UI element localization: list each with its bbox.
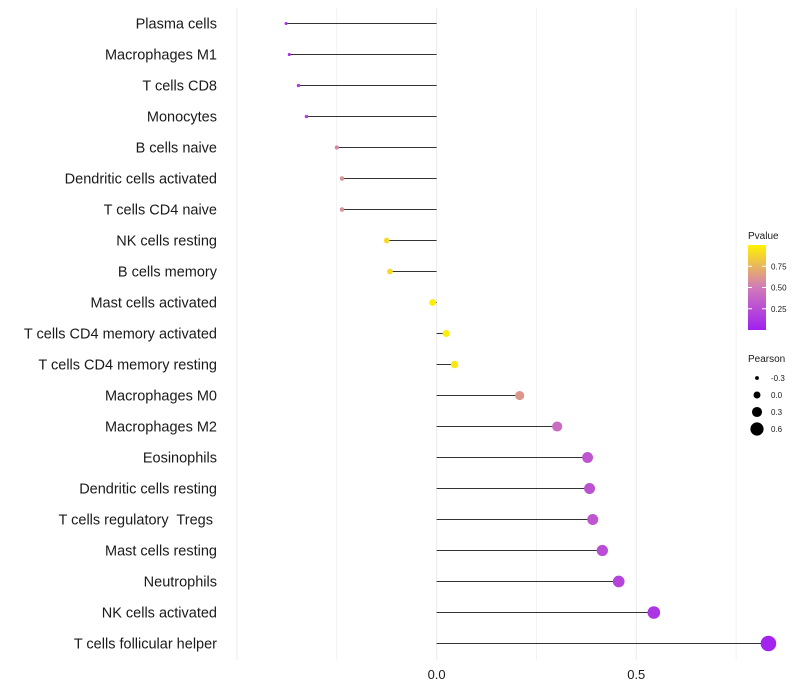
lollipop-point	[612, 575, 625, 588]
lollipop-point	[284, 21, 288, 26]
lollipop-point	[339, 176, 345, 181]
y-label: Macrophages M0	[105, 389, 217, 405]
y-label: NK cells activated	[102, 606, 217, 622]
y-label: Dendritic cells resting	[79, 482, 217, 498]
lollipop-point	[429, 299, 437, 306]
lollipop-point	[339, 207, 345, 212]
pvalue-legend: Pvalue 0.75 0.50 0.25	[748, 231, 787, 330]
lollipop-point	[296, 83, 301, 88]
size-legend-dot	[755, 376, 759, 380]
y-label: Neutrophils	[144, 575, 217, 591]
lollipop-point	[647, 606, 661, 619]
y-label: Plasma cells	[136, 17, 217, 33]
lollipop-point	[552, 421, 563, 432]
lollipop-point	[582, 452, 594, 463]
lollipop-point	[383, 237, 390, 244]
lollipop-points	[284, 21, 777, 652]
lollipop-point	[450, 360, 459, 369]
pearson-legend-title: Pearson	[748, 354, 785, 365]
lollipop-point	[304, 114, 309, 119]
y-label: NK cells resting	[116, 234, 217, 250]
size-legend-dot	[751, 406, 763, 418]
lollipop-point	[760, 635, 777, 652]
pvalue-colorbar	[748, 245, 766, 330]
y-label: Macrophages M1	[105, 48, 217, 64]
pearson-legend: Pearson -0.3 0.0 0.3 0.6	[748, 354, 785, 436]
y-label: Mast cells resting	[105, 544, 217, 560]
colorbar-tick-label: 0.50	[771, 284, 787, 293]
y-label: Monocytes	[147, 110, 217, 126]
lollipop-point	[387, 268, 393, 275]
lollipop-point	[334, 145, 339, 150]
colorbar-tick-label: 0.75	[771, 262, 787, 271]
y-label: B cells memory	[118, 265, 218, 281]
lollipop-point	[287, 52, 291, 57]
lollipop-point	[587, 513, 599, 526]
lollipop-point	[515, 390, 525, 401]
size-legend-label: 0.6	[771, 425, 783, 434]
x-axis-ticks: 0.0 0.5	[428, 667, 646, 682]
y-label: T cells follicular helper	[74, 637, 217, 653]
y-label: T cells CD4 naive	[104, 203, 217, 219]
y-label: Dendritic cells activated	[65, 172, 217, 188]
y-label: B cells naive	[136, 141, 217, 157]
y-label: T cells CD4 memory resting	[38, 358, 217, 374]
grid-lines	[236, 8, 737, 660]
pvalue-legend-title: Pvalue	[748, 231, 779, 242]
x-tick-label: 0.0	[428, 667, 446, 682]
size-legend-dot	[750, 422, 764, 436]
x-tick-label: 0.5	[627, 667, 645, 682]
colorbar-tick-label: 0.25	[771, 305, 787, 314]
y-axis-labels: Plasma cells Macrophages M1 T cells CD8 Mon…	[24, 17, 218, 653]
y-label: Eosinophils	[143, 451, 217, 467]
size-legend-dot	[753, 391, 761, 399]
y-label: Mast cells activated	[90, 296, 217, 312]
y-label: T cells CD8	[142, 79, 217, 95]
lollipop-point	[596, 544, 608, 557]
size-legend-label: 0.3	[771, 408, 783, 417]
y-label: Macrophages M2	[105, 420, 217, 436]
lollipop-point	[584, 483, 596, 494]
y-label: T cells CD4 memory activated	[24, 327, 217, 343]
size-legend-label: -0.3	[771, 374, 785, 383]
lollipop-stems	[286, 22, 769, 645]
y-label: T cells regulatory Tregs	[59, 513, 218, 529]
lollipop-point	[442, 329, 450, 338]
size-legend-label: 0.0	[771, 391, 783, 400]
